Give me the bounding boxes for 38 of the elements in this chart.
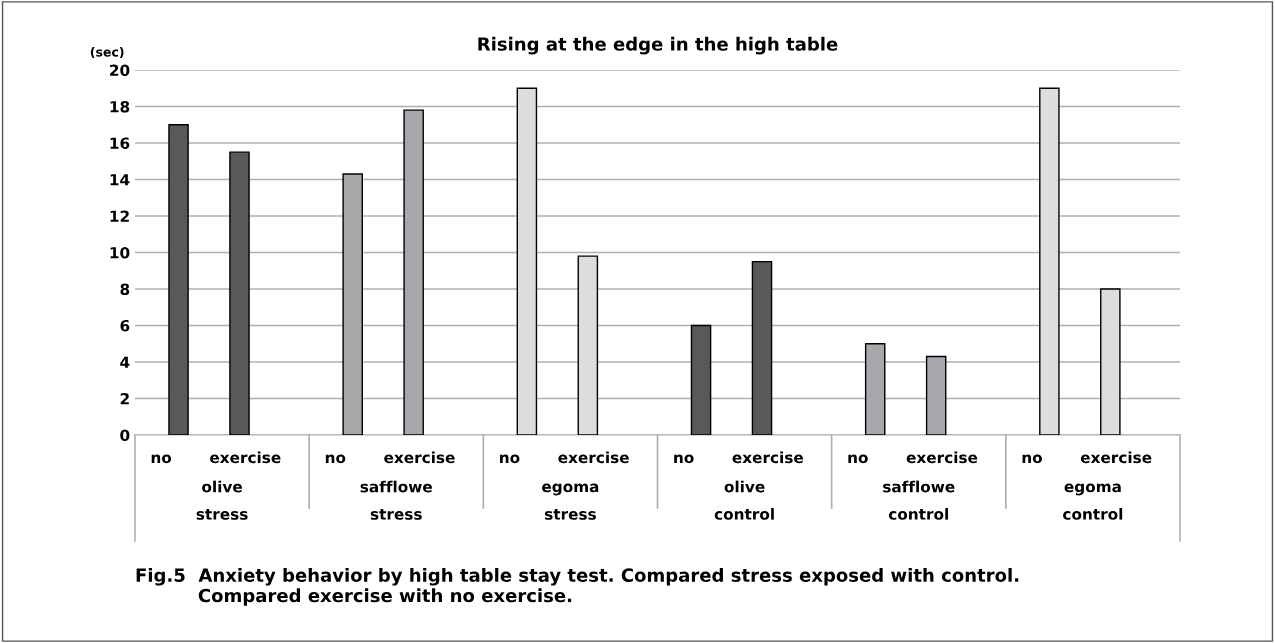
text: safflowe (360, 480, 432, 493)
y-tick-label: 4 (120, 356, 130, 368)
x-tick-label: no (325, 454, 346, 464)
text: control (888, 508, 948, 520)
text: olive (202, 480, 242, 493)
y-tick-label: 10 (110, 246, 130, 259)
x-tick-label: exercise (558, 451, 629, 464)
y-tick-label: 18 (110, 100, 130, 113)
x-tick-label: exercise (732, 451, 803, 464)
text: control (714, 508, 774, 520)
y-tick-label: 12 (110, 210, 129, 222)
text: egoma (542, 483, 599, 496)
x-tick-label: no (848, 454, 868, 464)
x-tick-label: exercise (1080, 451, 1152, 464)
y-tick-label: 16 (110, 137, 130, 150)
chart-title: Rising at the edge in the high table (478, 36, 838, 55)
y-tick-label: 20 (110, 64, 130, 77)
y-tick-label: 14 (110, 174, 130, 186)
caption: Fig.5 Anxiety behavior by high table stay test. Compared stress exposed with control. Compared exercise with no exercise. (136, 568, 1019, 606)
x-tick-label: exercise (210, 451, 281, 464)
x-tick-label: no (674, 454, 694, 464)
text: olive (724, 480, 765, 493)
x-tick-label: exercise (906, 451, 978, 464)
text: stress (370, 508, 422, 520)
text: egoma (1064, 483, 1121, 496)
text: stress (196, 508, 248, 520)
x-tick-label: no (500, 454, 520, 464)
text: stress (544, 508, 596, 520)
y-tick-label: 0 (120, 429, 130, 442)
y-tick-label: 8 (120, 283, 130, 296)
text: safflowe (883, 480, 955, 493)
x-tick-label: no (151, 454, 172, 464)
y-tick-label: 6 (120, 319, 130, 332)
x-tick-label: no (1022, 454, 1042, 464)
x-tick-label: exercise (384, 451, 455, 464)
y-tick-label: 2 (120, 392, 129, 405)
y-axis-title: (sec) (90, 46, 124, 59)
text: control (1063, 508, 1123, 520)
